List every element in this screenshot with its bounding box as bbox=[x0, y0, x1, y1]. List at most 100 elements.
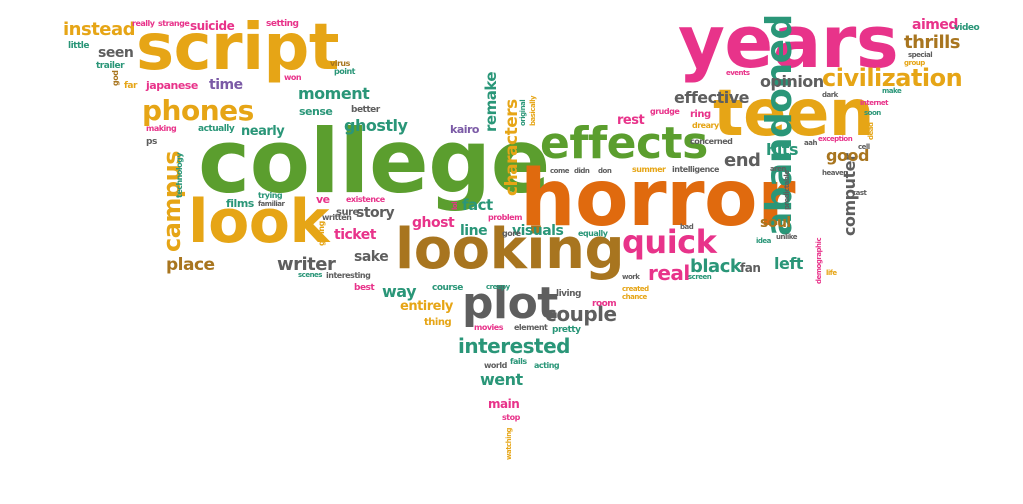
word-events: events bbox=[726, 69, 750, 77]
word-time: seen bbox=[98, 45, 134, 61]
word-special: special bbox=[908, 51, 933, 59]
word-computer: interested bbox=[458, 334, 571, 358]
word-thing: thing bbox=[424, 317, 452, 328]
word-remake: writer bbox=[277, 254, 336, 275]
word-video: video bbox=[954, 23, 980, 33]
word-nearly: remake bbox=[482, 71, 500, 132]
word-fact: real bbox=[648, 261, 690, 285]
word-setting: setting bbox=[266, 19, 299, 29]
word-japanese: japanese bbox=[146, 79, 198, 92]
word-look: look bbox=[188, 187, 329, 257]
word-bad: bad bbox=[680, 223, 694, 231]
word-original: original bbox=[519, 99, 527, 126]
word-line: ghost bbox=[412, 215, 455, 231]
word-end: hits bbox=[766, 140, 799, 159]
word-come: come bbox=[550, 167, 570, 175]
word-sake: story bbox=[356, 205, 395, 221]
word-actually: actually bbox=[198, 124, 235, 134]
word-campus: civilization bbox=[822, 64, 963, 92]
word-concerned: concerned bbox=[690, 137, 733, 146]
word-unlike: unlike bbox=[776, 233, 797, 241]
word-equally: equally bbox=[578, 229, 608, 238]
word-little: little bbox=[68, 41, 89, 51]
word-seen: aimed bbox=[912, 17, 958, 33]
word-aren: aren bbox=[770, 165, 786, 173]
word-existence: existence bbox=[346, 195, 385, 204]
word-lol: lol bbox=[451, 201, 459, 210]
word-phones: quick bbox=[622, 223, 717, 261]
word-written: written bbox=[322, 213, 352, 222]
word-created: created bbox=[622, 285, 649, 293]
word-black: left bbox=[774, 254, 803, 273]
word-don: don bbox=[598, 167, 612, 175]
word-dark: dark bbox=[822, 91, 838, 99]
word-stop: stop bbox=[502, 413, 520, 422]
word-god: god bbox=[111, 70, 120, 86]
word-ghostly: moment bbox=[298, 84, 370, 103]
word-ps: ps bbox=[146, 137, 157, 147]
word-sure: sure bbox=[336, 207, 359, 218]
word-soul: visuals bbox=[512, 223, 564, 239]
word-went: line bbox=[460, 223, 488, 239]
word-interested: place bbox=[166, 255, 215, 275]
word-aah: aah bbox=[804, 139, 817, 147]
word-movies: movies bbox=[474, 323, 503, 332]
word-basically: basically bbox=[529, 95, 537, 126]
word-watching: watching bbox=[505, 427, 513, 460]
word-familiar: familiar bbox=[258, 200, 285, 208]
word-effective: ghostly bbox=[344, 116, 408, 135]
word-course: course bbox=[432, 283, 463, 293]
word-cell: cell bbox=[858, 143, 870, 151]
word-rest: rest bbox=[617, 113, 645, 128]
word-work: work bbox=[622, 273, 640, 281]
word-instead: opinion bbox=[760, 72, 824, 91]
word-giving: giving bbox=[317, 221, 326, 246]
word-far: far bbox=[124, 81, 137, 91]
word-element: element bbox=[514, 323, 548, 332]
word-screen: screen bbox=[688, 273, 712, 281]
word-left: end bbox=[724, 150, 761, 171]
word-pretty: pretty bbox=[552, 325, 581, 335]
word-civilization: phones bbox=[142, 94, 254, 127]
word-ring: ring bbox=[690, 109, 711, 120]
word-idea: idea bbox=[756, 237, 771, 245]
word-trying: trying bbox=[258, 191, 283, 200]
word-group: group bbox=[904, 59, 925, 67]
word-story: soul bbox=[760, 215, 791, 231]
word-demographic: demographic bbox=[815, 237, 823, 284]
word-interesting: interesting bbox=[326, 271, 371, 280]
word-looking: looking bbox=[395, 217, 625, 282]
word-script: script bbox=[136, 11, 339, 85]
word-acting: acting bbox=[534, 361, 560, 370]
word-visuals: time bbox=[209, 77, 243, 93]
word-living: living bbox=[556, 289, 581, 299]
word-dead: dead bbox=[867, 122, 875, 141]
word-predictable: predictable bbox=[783, 170, 791, 211]
word-fan: fan bbox=[740, 261, 761, 275]
word-best: best bbox=[354, 283, 375, 293]
word-sense: sense bbox=[299, 105, 333, 118]
word-better: better bbox=[351, 105, 380, 115]
word-entirely: entirely bbox=[400, 299, 453, 314]
word-dreary: dreary bbox=[692, 121, 719, 130]
word-exception: exception bbox=[818, 135, 853, 143]
word-plot: plot bbox=[462, 278, 558, 329]
word-teen: teen bbox=[713, 77, 874, 151]
word-creepy: creepy bbox=[486, 283, 510, 291]
word-really: really bbox=[132, 19, 155, 28]
word-ghost: ticket bbox=[334, 227, 376, 243]
word-technology: technology bbox=[175, 152, 184, 198]
word-real: black bbox=[690, 256, 742, 277]
word-trailer: trailer bbox=[96, 61, 125, 71]
word-horror: horror bbox=[520, 154, 796, 244]
word-college: college bbox=[198, 110, 550, 213]
word-scenes: scenes bbox=[298, 271, 322, 279]
word-intelligence: intelligence bbox=[672, 165, 719, 174]
word-fails: fails bbox=[510, 357, 527, 366]
word-years: years bbox=[678, 0, 899, 84]
word-soon: soon bbox=[864, 109, 881, 117]
word-problem: problem bbox=[488, 213, 522, 222]
word-quick: abandoned bbox=[759, 14, 800, 236]
word-summer: summer bbox=[632, 165, 666, 174]
word-grudge: grudge bbox=[650, 107, 680, 116]
